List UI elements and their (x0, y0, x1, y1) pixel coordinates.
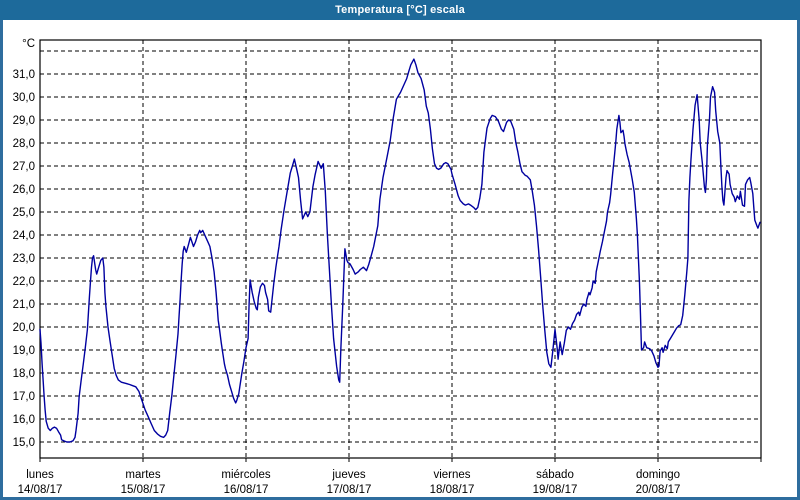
x-axis-date-label: 20/08/17 (636, 484, 681, 496)
y-axis-labels: 15,0 16,0 17,0 18,0 19,0 20,0 21,0 22,0 23,0 24,0… (13, 38, 35, 449)
y-tick-label: 28,0 (13, 138, 35, 150)
x-axis-day-label: martes (125, 469, 160, 481)
y-gridlines (40, 50, 761, 443)
x-axis-day-label: sábado (536, 469, 574, 481)
y-tick-label: 24,0 (13, 230, 35, 242)
chart-title: Temperatura [°C] escala (335, 4, 465, 16)
y-tick-label: 15,0 (13, 437, 35, 449)
x-axis-day-label: miércoles (221, 469, 270, 481)
temperature-line (39, 58, 761, 443)
y-axis-unit: °C (22, 38, 35, 50)
y-tick-label: 27,0 (13, 161, 35, 173)
x-axis-date-label: 18/08/17 (430, 484, 475, 496)
x-axis-day-label: viernes (433, 469, 470, 481)
y-tick-label: 29,0 (13, 115, 35, 127)
x-axis-day-label: domingo (636, 469, 680, 481)
y-tick-label: 22,0 (13, 276, 35, 288)
chart-title-bar: Temperatura [°C] escala (0, 0, 800, 20)
y-tick-label: 23,0 (13, 253, 35, 265)
y-tick-label: 20,0 (13, 322, 35, 334)
x-axis-day-label: lunes (26, 469, 54, 481)
y-tick-label: 19,0 (13, 345, 35, 357)
y-tick-label: 18,0 (13, 368, 35, 380)
x-gridlines (142, 40, 659, 458)
x-axis-date-label: 17/08/17 (327, 484, 372, 496)
x-axis-date-label: 15/08/17 (121, 484, 166, 496)
x-axis-date-label: 19/08/17 (533, 484, 578, 496)
x-axis-labels: lunes 14/08/17 martes 15/08/17 miércoles 16/0… (18, 469, 681, 496)
x-axis-date-label: 14/08/17 (18, 484, 63, 496)
y-tick-label: 25,0 (13, 207, 35, 219)
x-axis-ticks (39, 458, 762, 462)
y-tick-label: 31,0 (13, 69, 35, 81)
y-tick-label: 26,0 (13, 184, 35, 196)
x-axis-date-label: 16/08/17 (224, 484, 269, 496)
y-tick-label: 30,0 (13, 92, 35, 104)
plot-border (39, 39, 762, 459)
y-tick-label: 17,0 (13, 391, 35, 403)
y-tick-label: 16,0 (13, 414, 35, 426)
x-axis-day-label: jueves (331, 469, 365, 481)
y-tick-label: 21,0 (13, 299, 35, 311)
